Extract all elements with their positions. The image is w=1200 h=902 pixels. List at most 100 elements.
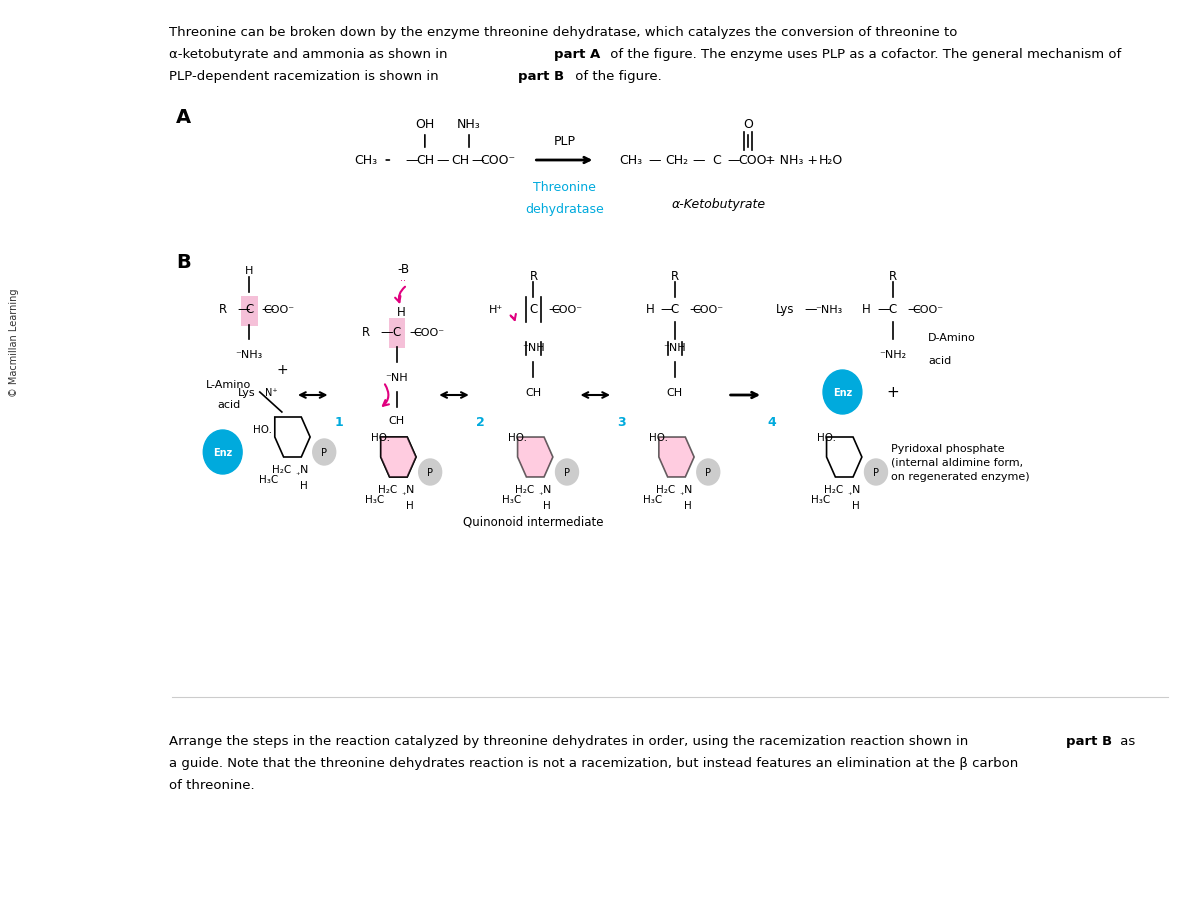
Text: R: R: [671, 270, 679, 282]
Text: COO⁻: COO⁻: [414, 327, 445, 337]
Polygon shape: [380, 437, 416, 477]
Text: ⁻NH: ⁻NH: [385, 373, 408, 382]
Polygon shape: [517, 437, 553, 477]
Text: C: C: [889, 303, 896, 316]
Text: ⁻NH₂: ⁻NH₂: [880, 350, 906, 360]
Text: ⁺: ⁺: [402, 491, 406, 500]
Text: —: —: [877, 303, 890, 316]
Text: —: —: [262, 303, 274, 316]
Text: -B: -B: [397, 262, 409, 276]
Text: HO.: HO.: [508, 433, 527, 443]
Text: ⁻NH: ⁻NH: [664, 343, 686, 353]
Text: COO⁻: COO⁻: [692, 305, 724, 315]
Circle shape: [823, 371, 862, 415]
Text: —: —: [380, 327, 394, 339]
Text: acid: acid: [217, 400, 240, 410]
Text: of the figure. The enzyme uses PLP as a cofactor. The general mechanism of: of the figure. The enzyme uses PLP as a …: [606, 48, 1121, 61]
Text: —: —: [727, 154, 740, 167]
Text: HO.: HO.: [253, 425, 272, 435]
Text: N: N: [852, 484, 860, 494]
Text: D-Amino: D-Amino: [928, 333, 976, 343]
Text: —: —: [648, 154, 661, 167]
Text: N: N: [542, 484, 551, 494]
Text: + NH₃ +: + NH₃ +: [764, 154, 817, 167]
Text: dehydratase: dehydratase: [524, 203, 604, 216]
Text: H₂C: H₂C: [824, 484, 844, 494]
Text: —: —: [804, 303, 817, 316]
Text: NH₃: NH₃: [457, 118, 481, 131]
Text: Pyridoxal phosphate
(internal aldimine form,
on regenerated enzyme): Pyridoxal phosphate (internal aldimine f…: [892, 444, 1030, 482]
Text: L-Amino: L-Amino: [206, 380, 252, 390]
Text: H: H: [862, 303, 871, 316]
Text: +: +: [276, 363, 288, 376]
Text: H₂C: H₂C: [515, 484, 534, 494]
Text: PLP-dependent racemization is shown in: PLP-dependent racemization is shown in: [169, 70, 443, 83]
Text: COO⁻: COO⁻: [480, 154, 516, 167]
Text: H: H: [542, 501, 551, 511]
Text: ⁻NH: ⁻NH: [522, 343, 545, 353]
Text: P: P: [564, 467, 570, 477]
Text: C: C: [671, 303, 679, 316]
Text: CH: CH: [451, 154, 469, 167]
Text: CH: CH: [667, 388, 683, 398]
Text: —: —: [692, 154, 704, 167]
Text: ⁺: ⁺: [679, 491, 684, 500]
Text: ⁺: ⁺: [847, 491, 852, 500]
Text: H₃C: H₃C: [365, 494, 384, 504]
Text: CH: CH: [526, 388, 541, 398]
Text: H₂C: H₂C: [378, 484, 397, 494]
Text: COO⁻: COO⁻: [264, 305, 295, 315]
Text: α-Ketobutyrate: α-Ketobutyrate: [672, 198, 766, 211]
Text: H₂C: H₂C: [656, 484, 676, 494]
Text: N: N: [300, 465, 308, 474]
Text: H: H: [684, 501, 692, 511]
Text: N: N: [406, 484, 414, 494]
Circle shape: [556, 459, 578, 485]
Text: CH₃: CH₃: [354, 154, 377, 167]
Text: of the figure.: of the figure.: [570, 70, 661, 83]
Text: α-ketobutyrate and ammonia as shown in: α-ketobutyrate and ammonia as shown in: [169, 48, 451, 61]
Text: part B: part B: [1066, 734, 1112, 747]
Text: —: —: [907, 303, 919, 316]
Text: P: P: [427, 467, 433, 477]
Text: part A: part A: [553, 48, 600, 61]
Text: +: +: [887, 385, 899, 400]
Text: ⁺: ⁺: [539, 491, 542, 500]
Text: P: P: [322, 447, 328, 457]
Text: CH₃: CH₃: [619, 154, 642, 167]
Text: acid: acid: [928, 355, 952, 365]
Circle shape: [697, 459, 720, 485]
Text: O: O: [743, 118, 752, 131]
Text: HO.: HO.: [371, 433, 390, 443]
Text: H₃C: H₃C: [643, 494, 662, 504]
Text: R: R: [889, 270, 896, 282]
Text: H: H: [852, 501, 859, 511]
Text: Quinonoid intermediate: Quinonoid intermediate: [463, 515, 604, 529]
Text: —: —: [548, 303, 560, 316]
Text: H: H: [646, 303, 654, 316]
Text: H⁺: H⁺: [490, 305, 504, 315]
Text: 3: 3: [618, 416, 626, 429]
Text: HO.: HO.: [817, 433, 836, 443]
Text: 2: 2: [476, 416, 485, 429]
Text: R: R: [529, 270, 538, 282]
Text: —: —: [406, 154, 418, 167]
Text: A: A: [176, 108, 191, 127]
Text: H₃C: H₃C: [811, 494, 830, 504]
Text: C: C: [529, 303, 538, 316]
Text: H: H: [300, 481, 307, 491]
Text: CH: CH: [416, 154, 434, 167]
Text: —: —: [690, 303, 702, 316]
Circle shape: [864, 459, 888, 485]
Text: ⁻NH₃: ⁻NH₃: [235, 350, 263, 360]
Text: —: —: [410, 327, 422, 339]
Text: P: P: [706, 467, 712, 477]
Text: H₃C: H₃C: [259, 474, 278, 484]
Text: C: C: [392, 327, 401, 339]
Text: CH₂: CH₂: [665, 154, 688, 167]
Text: 1: 1: [335, 416, 343, 429]
Text: © Macmillan Learning: © Macmillan Learning: [10, 289, 19, 397]
Text: R: R: [361, 327, 370, 339]
Text: part B: part B: [518, 70, 564, 83]
Polygon shape: [659, 437, 694, 477]
